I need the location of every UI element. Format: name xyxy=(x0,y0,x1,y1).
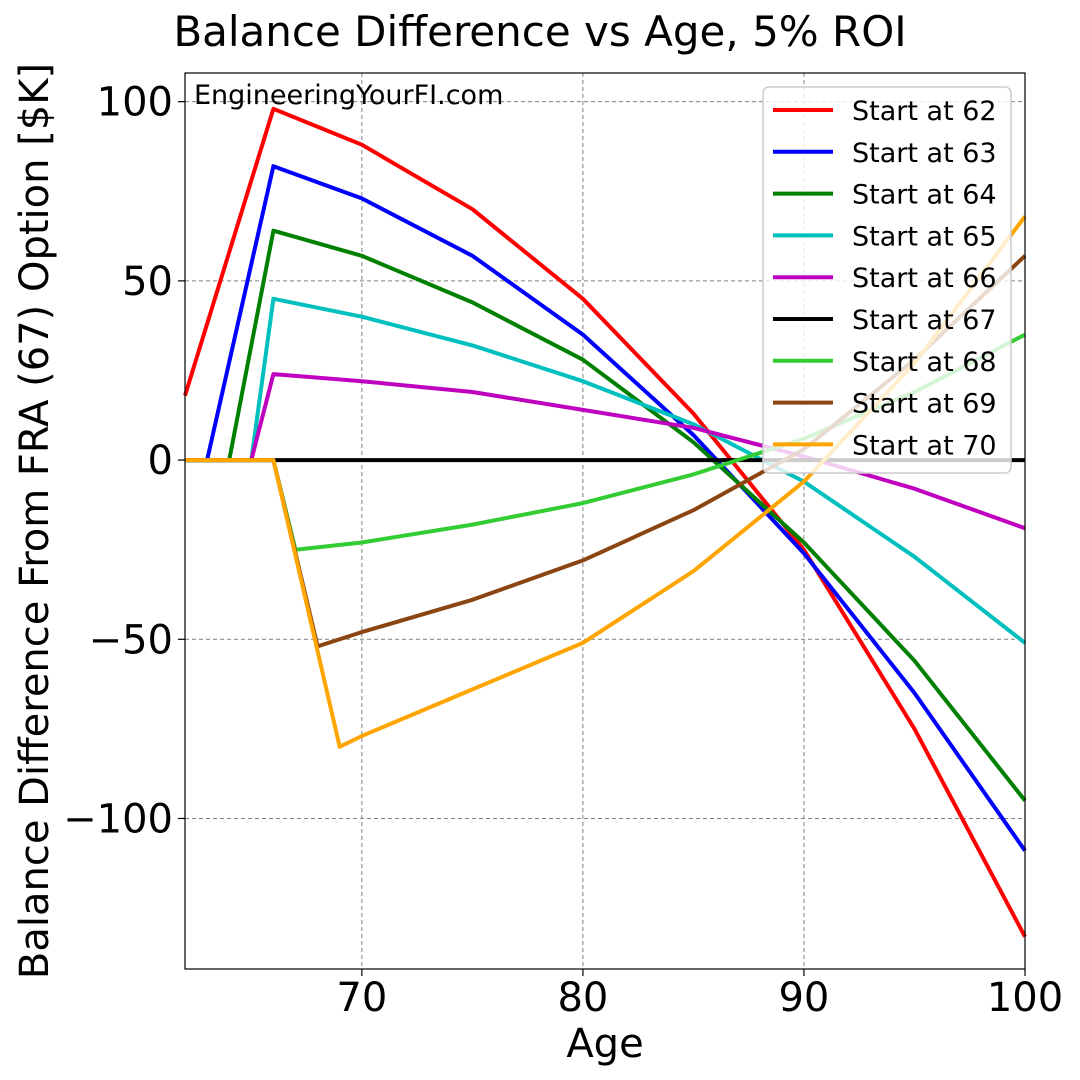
axis-ticks: 70 80 90 100 100 50 0 −50 −100 xyxy=(63,80,1063,1021)
series-line-1 xyxy=(185,164,1027,852)
plot-frame xyxy=(184,72,1026,970)
x-axis-label: Age xyxy=(566,1021,643,1067)
legend-label: Start at 66 xyxy=(852,263,997,294)
legend-label: Start at 67 xyxy=(852,305,997,336)
series-line-3 xyxy=(185,296,1027,645)
legend-label: Start at 69 xyxy=(852,389,997,420)
x-tick-label: 100 xyxy=(987,975,1063,1021)
y-tick-label: −50 xyxy=(89,617,173,663)
y-tick-label: −100 xyxy=(63,796,173,842)
legend: Start at 62 Start at 63 Start at 64 Start a… xyxy=(762,86,1012,474)
legend-box xyxy=(762,86,1012,474)
legend-label: Start at 64 xyxy=(852,180,997,211)
series-line-0 xyxy=(183,106,1027,938)
series-line-2 xyxy=(185,228,1027,802)
legend-label: Start at 70 xyxy=(852,430,997,461)
y-axis-label: Balance Difference From FRA (67) Option … xyxy=(12,63,58,979)
chart-title: Balance Difference vs Age, 5% ROI xyxy=(173,7,906,56)
legend-label: Start at 68 xyxy=(852,347,997,378)
x-tick-label: 90 xyxy=(778,975,829,1021)
legend-label: Start at 62 xyxy=(852,96,997,127)
x-tick-label: 70 xyxy=(336,975,387,1021)
x-tick-label: 80 xyxy=(557,975,608,1021)
y-tick-label: 0 xyxy=(148,438,173,484)
watermark-text: EngineeringYourFI.com xyxy=(194,80,503,111)
legend-label: Start at 65 xyxy=(852,221,997,252)
legend-label: Start at 63 xyxy=(852,138,997,169)
y-tick-label: 50 xyxy=(122,259,173,305)
y-tick-label: 100 xyxy=(97,80,173,126)
